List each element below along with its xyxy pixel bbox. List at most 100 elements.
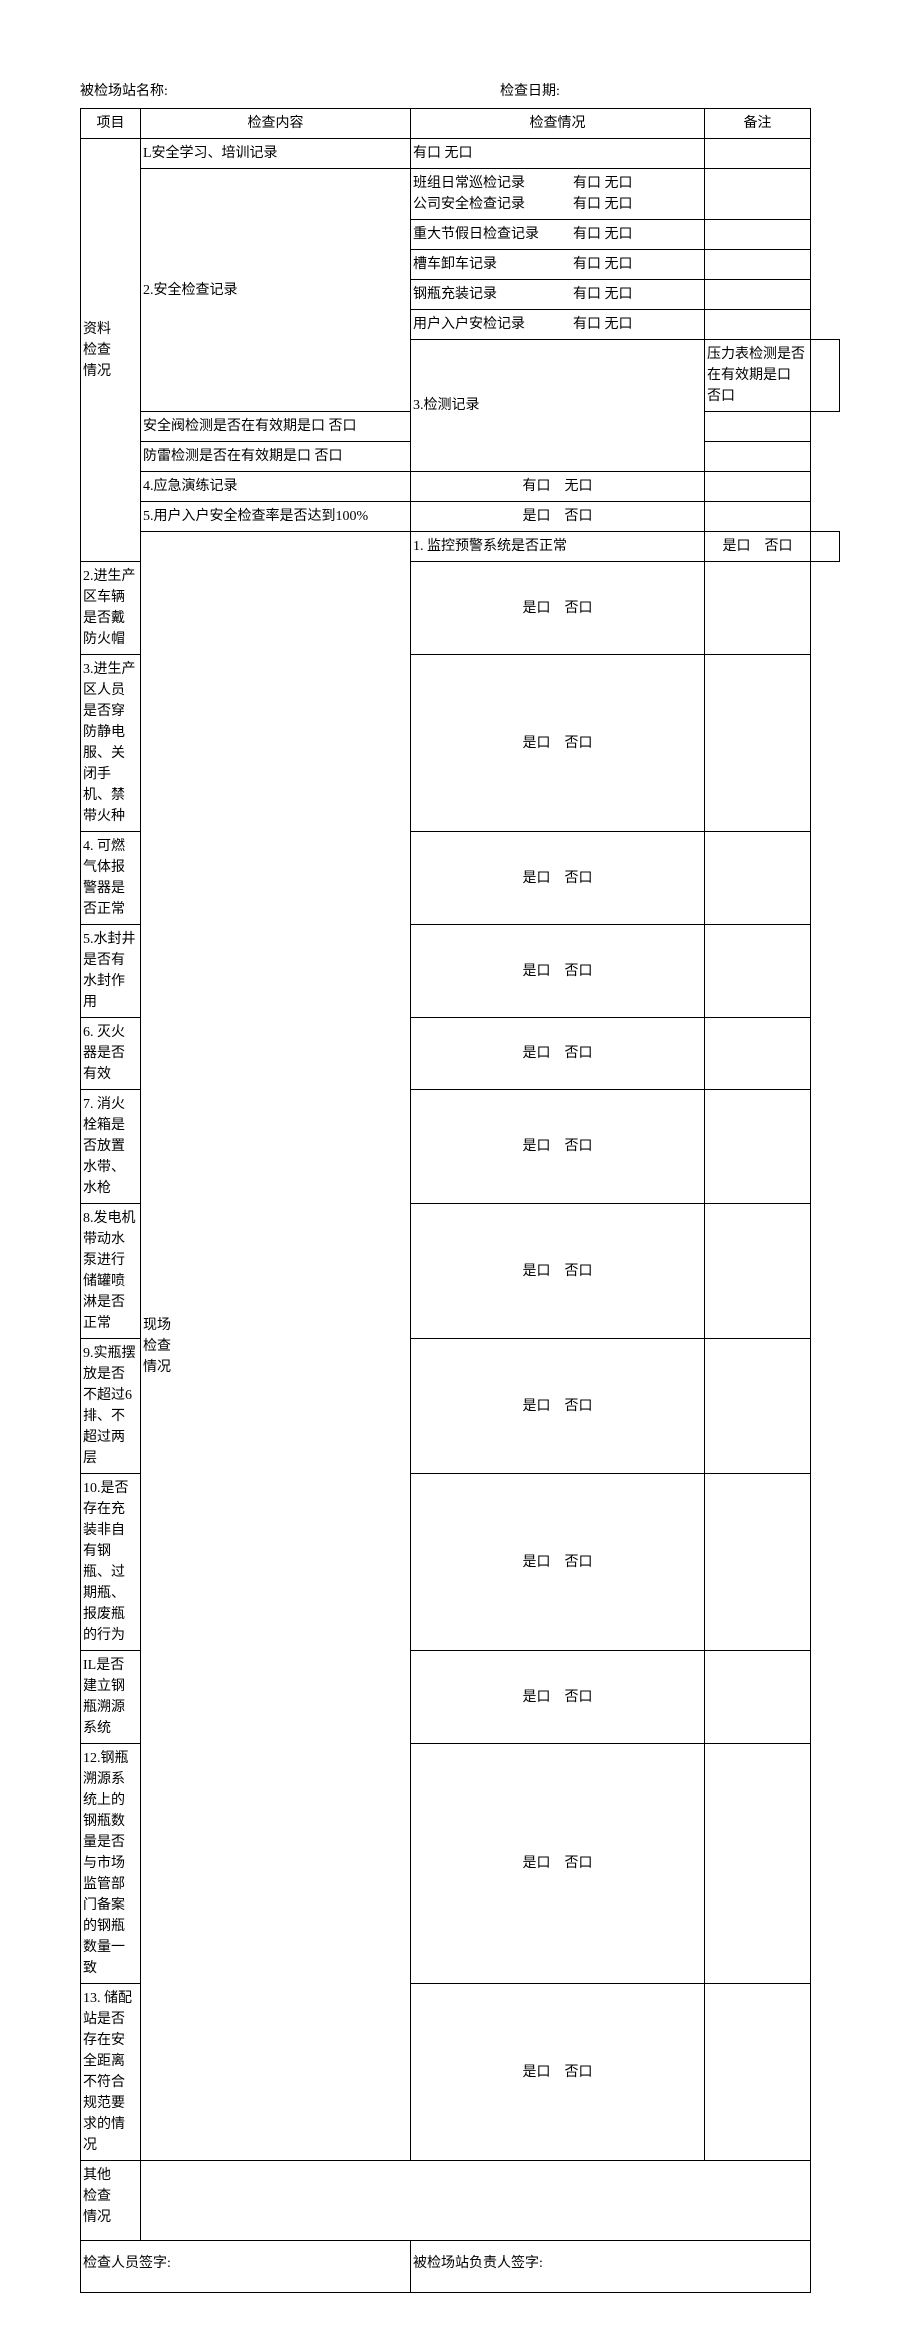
option-yes: 是口 <box>523 736 551 751</box>
situation-cell: 是口 否口 <box>411 655 705 832</box>
option-yes: 是口 <box>523 871 551 886</box>
content-cell: 4.应急演练记录 <box>141 472 411 502</box>
option-no: 否口 <box>565 1139 593 1154</box>
situation-cell: 用户入户安检记录有口 无口 <box>411 310 705 340</box>
situation-cell: 槽车卸车记录有口 无口 <box>411 250 705 280</box>
content-cell: 4. 可燃气体报警器是否正常 <box>81 832 141 925</box>
inspection-table: 项目 检查内容 检查情况 备注 资料 检查 情况 L安全学习、培训记录 有口 无… <box>80 108 840 2293</box>
option-no: 否口 <box>565 509 593 524</box>
option-no: 否口 <box>565 601 593 616</box>
header-content: 检查内容 <box>141 109 411 139</box>
remark-cell <box>705 1339 811 1474</box>
content-cell: 3.检测记录 <box>411 340 705 472</box>
content-cell: 2.进生产区车辆是否戴防火帽 <box>81 562 141 655</box>
option-no: 否口 <box>565 964 593 979</box>
sub-options: 有口 无口 <box>573 314 633 335</box>
situation-cell: 是口 否口 <box>411 832 705 925</box>
situation-cell: 是口 否口 <box>411 925 705 1018</box>
option-no: 否口 <box>765 539 793 554</box>
content-cell: 10.是否存在充装非自有钢瓶、过期瓶、报废瓶的行为 <box>81 1474 141 1651</box>
remark-cell <box>705 169 811 220</box>
situation-cell: 钢瓶充装记录有口 无口 <box>411 280 705 310</box>
situation-cell: 是口 否口 <box>411 1984 705 2161</box>
other-content <box>141 2161 811 2241</box>
sub-label: 公司安全检查记录 <box>413 194 573 215</box>
situation-cell: 是口 否口 <box>411 1090 705 1204</box>
table-row: 4.应急演练记录 有口 无口 <box>81 472 840 502</box>
remark-cell <box>705 1651 811 1744</box>
remark-cell <box>705 655 811 832</box>
table-header-row: 项目 检查内容 检查情况 备注 <box>81 109 840 139</box>
other-row: 其他 检查 情况 <box>81 2161 840 2241</box>
table-row: 现场 检查 情况 1. 监控预警系统是否正常 是口 否口 <box>81 532 840 562</box>
option-yes: 是口 <box>523 1555 551 1570</box>
remark-cell <box>705 139 811 169</box>
station-name-label: 被检场站名称: <box>80 80 500 100</box>
sub-label: 重大节假日检查记录 <box>413 224 573 245</box>
remark-cell <box>705 1018 811 1090</box>
remark-cell <box>705 562 811 655</box>
table-row: 2.安全检查记录 班组日常巡检记录有口 无口 公司安全检查记录有口 无口 <box>81 169 840 220</box>
remark-cell <box>705 310 811 340</box>
option-no: 否口 <box>565 1555 593 1570</box>
table-row: 资料 检查 情况 L安全学习、培训记录 有口 无口 <box>81 139 840 169</box>
sub-label: 槽车卸车记录 <box>413 254 573 275</box>
situation-cell: 是口 否口 <box>705 532 811 562</box>
table-row: 5.用户入户安全检查率是否达到100% 是口 否口 <box>81 502 840 532</box>
option-yes: 有口 <box>523 479 551 494</box>
remark-cell <box>705 1090 811 1204</box>
situation-cell: 是口 否口 <box>411 1204 705 1339</box>
remark-cell <box>811 532 840 562</box>
remark-cell <box>705 1204 811 1339</box>
sub-label: 钢瓶充装记录 <box>413 284 573 305</box>
category-onsite: 现场 检查 情况 <box>141 532 411 2161</box>
remark-cell <box>705 1984 811 2161</box>
sub-options: 有口 无口 <box>573 284 633 305</box>
category-docs: 资料 检查 情况 <box>81 139 141 562</box>
sub-options: 有口 无口 <box>573 194 633 215</box>
remark-cell <box>705 220 811 250</box>
inspector-signature-label: 检查人员签字: <box>81 2241 411 2293</box>
category-other: 其他 检查 情况 <box>81 2161 141 2241</box>
content-cell: 13. 储配站是否存在安全距离不符合规范要求的情况 <box>81 1984 141 2161</box>
remark-cell <box>705 925 811 1018</box>
option-no: 否口 <box>565 1264 593 1279</box>
content-cell: 12.钢瓶溯源系统上的钢瓶数量是否与市场监管部门备案的钢瓶数量一致 <box>81 1744 141 1984</box>
content-cell: IL是否建立钢瓶溯源系统 <box>81 1651 141 1744</box>
situation-cell: 是口 否口 <box>411 562 705 655</box>
option-yes: 是口 <box>723 539 751 554</box>
situation-cell: 是口 否口 <box>411 1744 705 1984</box>
option-no: 否口 <box>565 2065 593 2080</box>
header-category: 项目 <box>81 109 141 139</box>
remark-cell <box>705 412 811 442</box>
situation-cell: 是口 否口 <box>411 1474 705 1651</box>
remark-cell <box>705 472 811 502</box>
content-cell: 5.水封井是否有水封作用 <box>81 925 141 1018</box>
option-yes: 是口 <box>523 2065 551 2080</box>
option-yes: 是口 <box>523 1690 551 1705</box>
station-signature-label: 被检场站负责人签字: <box>411 2241 811 2293</box>
content-cell: 9.实瓶摆放是否不超过6排、不超过两层 <box>81 1339 141 1474</box>
option-no: 否口 <box>565 1399 593 1414</box>
content-cell: 2.安全检查记录 <box>141 169 411 412</box>
situation-cell: 防雷检测是否在有效期是口 否口 <box>141 442 411 472</box>
remark-cell <box>705 1474 811 1651</box>
option-yes: 是口 <box>523 509 551 524</box>
situation-cell: 重大节假日检查记录有口 无口 <box>411 220 705 250</box>
situation-cell: 压力表检测是否在有效期是口 否口 <box>705 340 811 412</box>
option-no: 否口 <box>565 1046 593 1061</box>
option-yes: 是口 <box>523 1139 551 1154</box>
remark-cell <box>705 832 811 925</box>
situation-cell: 是口 否口 <box>411 502 705 532</box>
option-no: 否口 <box>565 1856 593 1871</box>
option-yes: 是口 <box>523 601 551 616</box>
remark-cell <box>705 1744 811 1984</box>
option-yes: 是口 <box>523 1264 551 1279</box>
content-cell: 8.发电机带动水泵进行储罐喷淋是否正常 <box>81 1204 141 1339</box>
sub-label: 班组日常巡检记录 <box>413 173 573 194</box>
sub-label: 用户入户安检记录 <box>413 314 573 335</box>
option-yes: 是口 <box>523 1046 551 1061</box>
situation-cell: 有口 无口 <box>411 139 705 169</box>
remark-cell <box>705 502 811 532</box>
situation-cell: 班组日常巡检记录有口 无口 公司安全检查记录有口 无口 <box>411 169 705 220</box>
